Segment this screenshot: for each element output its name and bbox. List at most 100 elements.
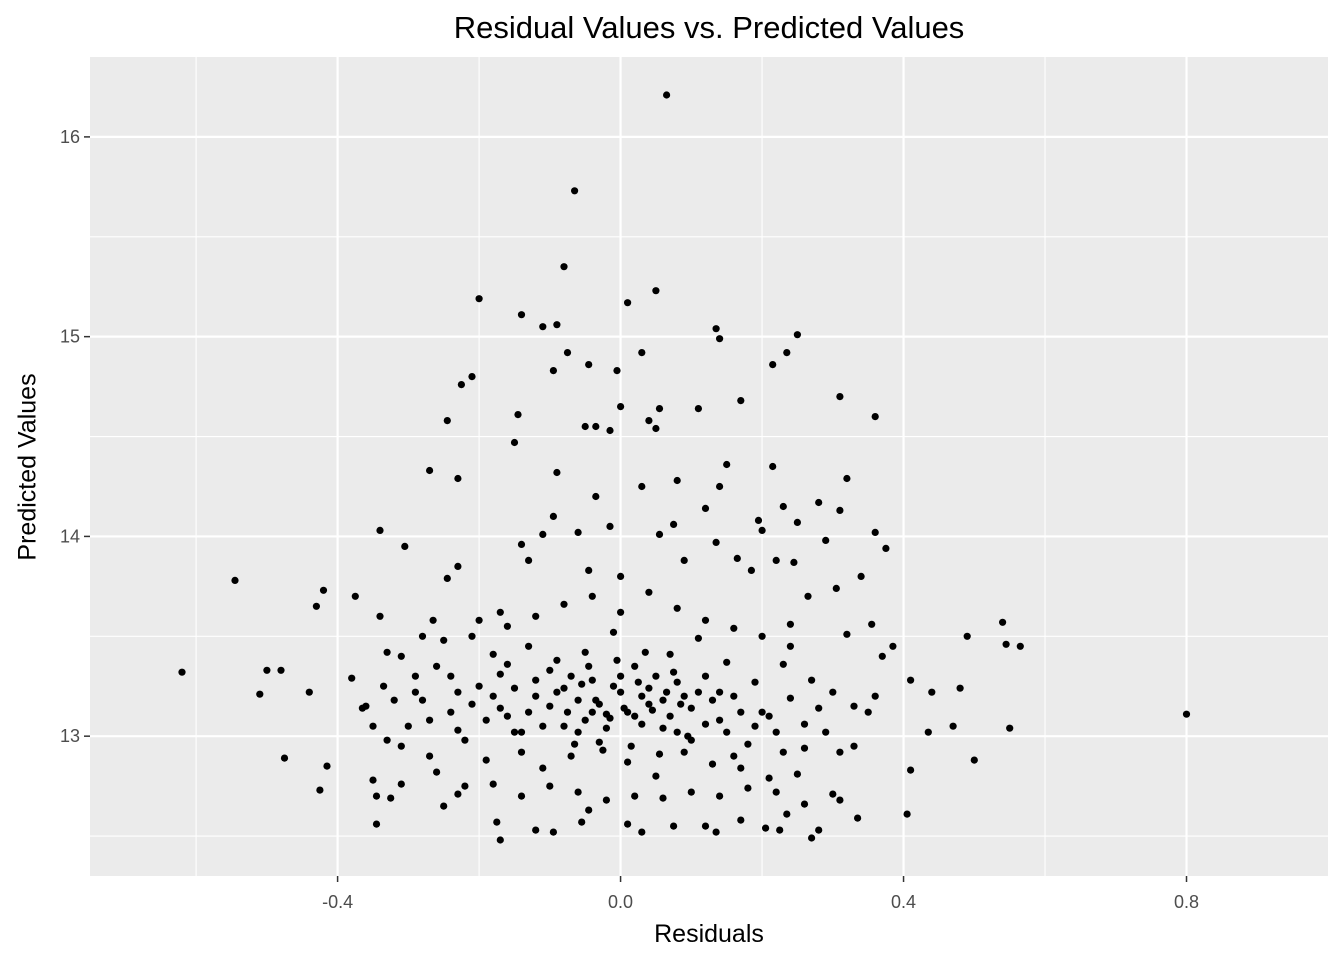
data-point — [624, 820, 632, 828]
data-point — [854, 814, 862, 822]
data-point — [549, 367, 558, 375]
data-point — [868, 620, 876, 628]
data-point — [503, 660, 511, 668]
data-point — [673, 476, 681, 485]
data-point — [624, 299, 632, 307]
data-point — [390, 696, 398, 704]
data-point — [652, 772, 660, 780]
data-point — [553, 656, 561, 664]
data-point — [588, 592, 596, 600]
data-point — [546, 782, 554, 790]
data-point — [747, 566, 756, 575]
data-point — [744, 740, 752, 748]
data-point — [461, 782, 469, 790]
data-point — [489, 780, 497, 788]
x-tick-label: -0.4 — [322, 892, 353, 912]
data-point — [850, 702, 858, 710]
data-point — [744, 784, 752, 792]
data-point — [670, 520, 678, 529]
data-point — [592, 696, 600, 704]
data-point — [620, 704, 628, 712]
data-point — [822, 728, 830, 736]
data-point — [769, 462, 777, 471]
data-point — [638, 720, 646, 728]
data-point — [723, 658, 731, 666]
data-point — [539, 323, 547, 331]
data-point — [510, 684, 519, 692]
data-point — [843, 474, 851, 483]
data-point — [617, 688, 625, 696]
data-point — [418, 632, 427, 640]
data-point — [765, 712, 773, 720]
data-point — [638, 349, 646, 357]
data-point — [397, 652, 405, 660]
data-point — [907, 766, 915, 774]
data-point — [786, 642, 795, 650]
data-point — [712, 828, 720, 836]
data-point — [482, 756, 490, 764]
data-point — [351, 592, 359, 600]
data-point — [808, 834, 816, 842]
data-point — [440, 636, 448, 644]
data-point — [447, 708, 455, 716]
data-point — [599, 746, 607, 754]
data-point — [426, 716, 434, 724]
data-point — [443, 417, 451, 425]
data-point — [574, 728, 582, 736]
data-point — [666, 712, 674, 720]
data-point — [454, 474, 462, 483]
data-point — [387, 794, 395, 802]
data-point — [606, 714, 614, 722]
data-point — [489, 692, 497, 700]
data-point — [694, 634, 703, 642]
data-point — [786, 694, 795, 702]
data-point — [815, 704, 823, 712]
data-point — [1002, 640, 1010, 648]
data-point — [602, 724, 611, 732]
data-point — [701, 720, 710, 728]
data-point — [1182, 710, 1191, 718]
data-point — [1006, 724, 1014, 732]
data-point — [829, 688, 837, 696]
data-point — [730, 752, 738, 760]
data-point — [372, 820, 381, 828]
data-point — [815, 498, 823, 507]
data-point — [804, 592, 812, 600]
data-point — [903, 810, 911, 818]
data-point — [525, 708, 533, 716]
data-point — [772, 556, 780, 565]
data-point — [645, 417, 653, 425]
data-point — [907, 676, 915, 684]
data-point — [832, 584, 840, 593]
data-point — [871, 692, 879, 700]
data-point — [836, 748, 844, 756]
data-point — [489, 650, 497, 658]
data-point — [574, 696, 582, 704]
data-point — [362, 702, 370, 710]
data-point — [737, 397, 745, 405]
data-point — [319, 586, 328, 594]
data-point — [475, 616, 483, 624]
data-point — [779, 502, 787, 511]
data-point — [617, 572, 625, 581]
data-point — [836, 506, 844, 514]
data-point — [924, 728, 932, 736]
major-gridlines — [90, 57, 1328, 876]
data-point — [836, 393, 844, 401]
data-point — [588, 708, 596, 716]
data-point — [404, 722, 412, 730]
data-point — [680, 692, 688, 700]
data-point — [372, 792, 381, 800]
data-point — [468, 632, 476, 640]
data-point — [708, 760, 717, 768]
data-point — [779, 660, 787, 668]
data-point — [585, 662, 593, 670]
data-point — [613, 656, 621, 664]
data-point — [376, 612, 384, 620]
data-point — [638, 828, 646, 836]
data-point — [800, 720, 809, 728]
data-point — [673, 604, 681, 612]
data-point — [532, 826, 540, 834]
data-point — [563, 349, 572, 357]
data-point — [737, 816, 745, 824]
